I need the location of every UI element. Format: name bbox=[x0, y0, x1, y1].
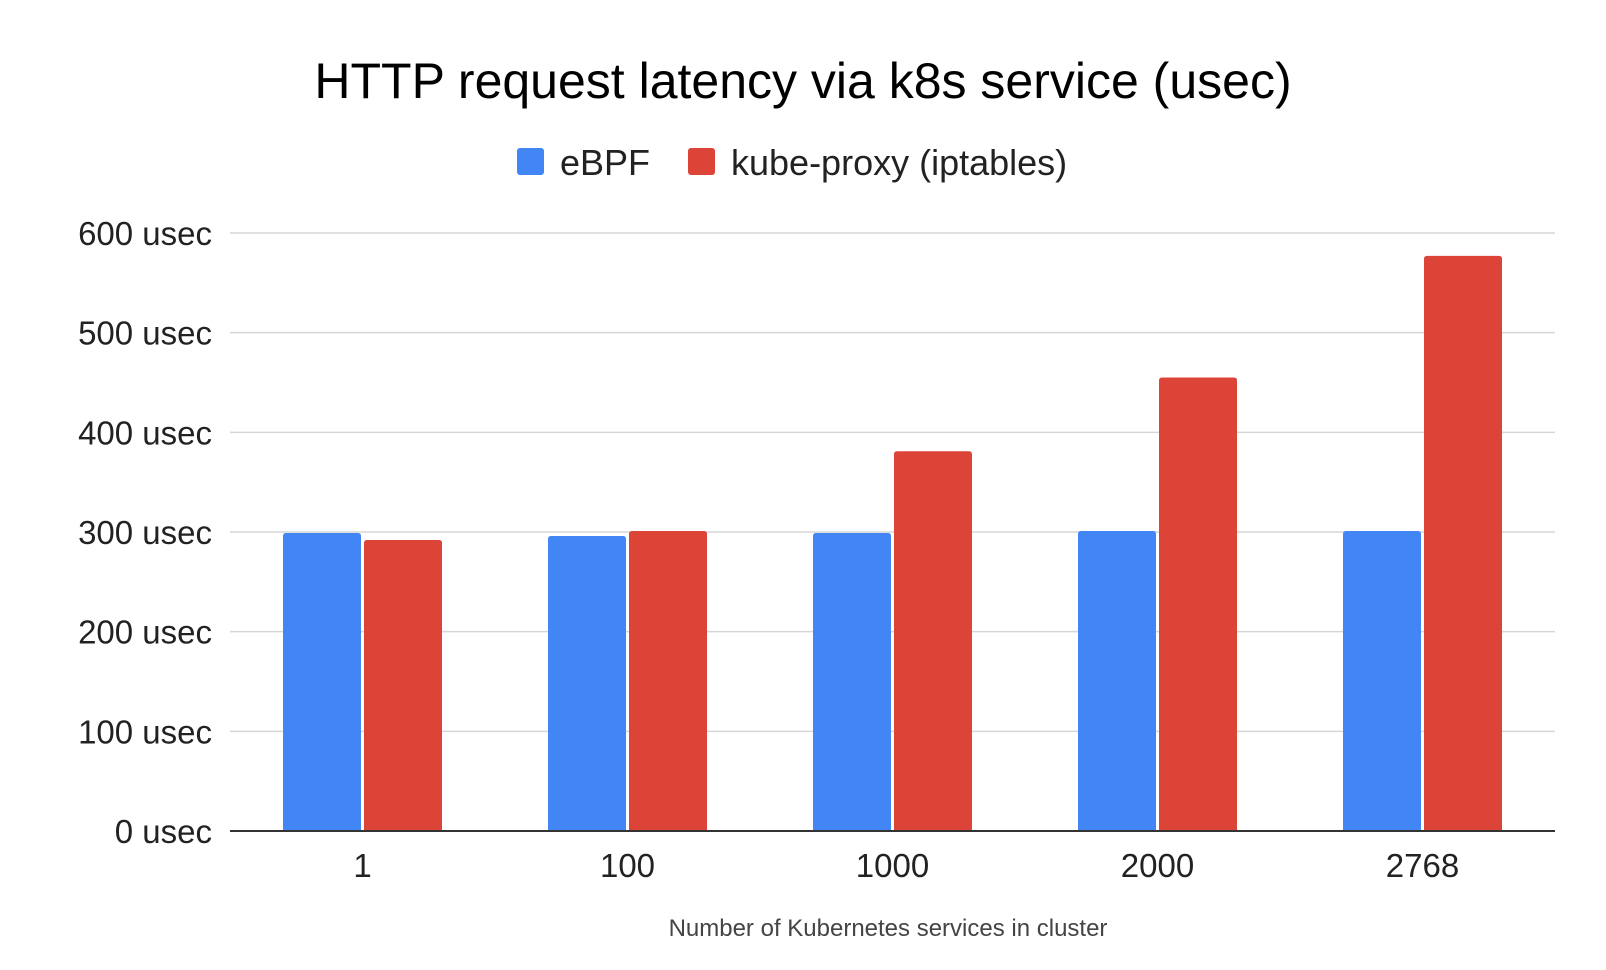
x-axis-title: Number of Kubernetes services in cluster bbox=[669, 915, 1108, 942]
y-tick-label: 400 usec bbox=[78, 414, 212, 451]
y-tick-label: 500 usec bbox=[78, 315, 212, 352]
y-tick-label: 0 usec bbox=[115, 813, 212, 850]
bar-ebpf-100 bbox=[548, 535, 626, 831]
chart-title: HTTP request latency via k8s service (us… bbox=[314, 53, 1291, 109]
legend-label-ebpf: eBPF bbox=[560, 142, 650, 183]
bar-ebpf-2000 bbox=[1078, 531, 1156, 831]
bar-kube-proxy-2768 bbox=[1424, 255, 1502, 831]
x-axis-tick-labels: 1 100 1000 2000 2768 bbox=[353, 847, 1459, 884]
bar-kube-proxy-1000 bbox=[894, 451, 972, 831]
bar-kube-proxy-1 bbox=[364, 539, 442, 831]
x-tick-label: 100 bbox=[600, 847, 655, 884]
x-tick-label: 1000 bbox=[856, 847, 929, 884]
bar-kube-proxy-2000 bbox=[1159, 377, 1237, 831]
x-tick-label: 2000 bbox=[1121, 847, 1194, 884]
y-tick-label: 300 usec bbox=[78, 514, 212, 551]
y-axis-tick-labels: 0 usec 100 usec 200 usec 300 usec 400 usec 50… bbox=[78, 215, 212, 850]
bar-kube-proxy-100 bbox=[629, 531, 707, 831]
bar-ebpf-2768 bbox=[1343, 531, 1421, 831]
y-tick-label: 200 usec bbox=[78, 614, 212, 651]
legend-swatch-ebpf bbox=[517, 148, 544, 175]
legend: eBPF kube-proxy (iptables) bbox=[517, 142, 1067, 183]
gridlines bbox=[230, 232, 1555, 733]
bars bbox=[283, 255, 1502, 831]
legend-swatch-kube-proxy bbox=[688, 148, 715, 175]
x-tick-label: 2768 bbox=[1386, 847, 1459, 884]
bar-ebpf-1 bbox=[283, 532, 361, 831]
y-tick-label: 600 usec bbox=[78, 215, 212, 252]
x-tick-label: 1 bbox=[353, 847, 371, 884]
y-tick-label: 100 usec bbox=[78, 713, 212, 750]
legend-label-kube-proxy: kube-proxy (iptables) bbox=[731, 142, 1067, 183]
bar-ebpf-1000 bbox=[813, 532, 891, 831]
